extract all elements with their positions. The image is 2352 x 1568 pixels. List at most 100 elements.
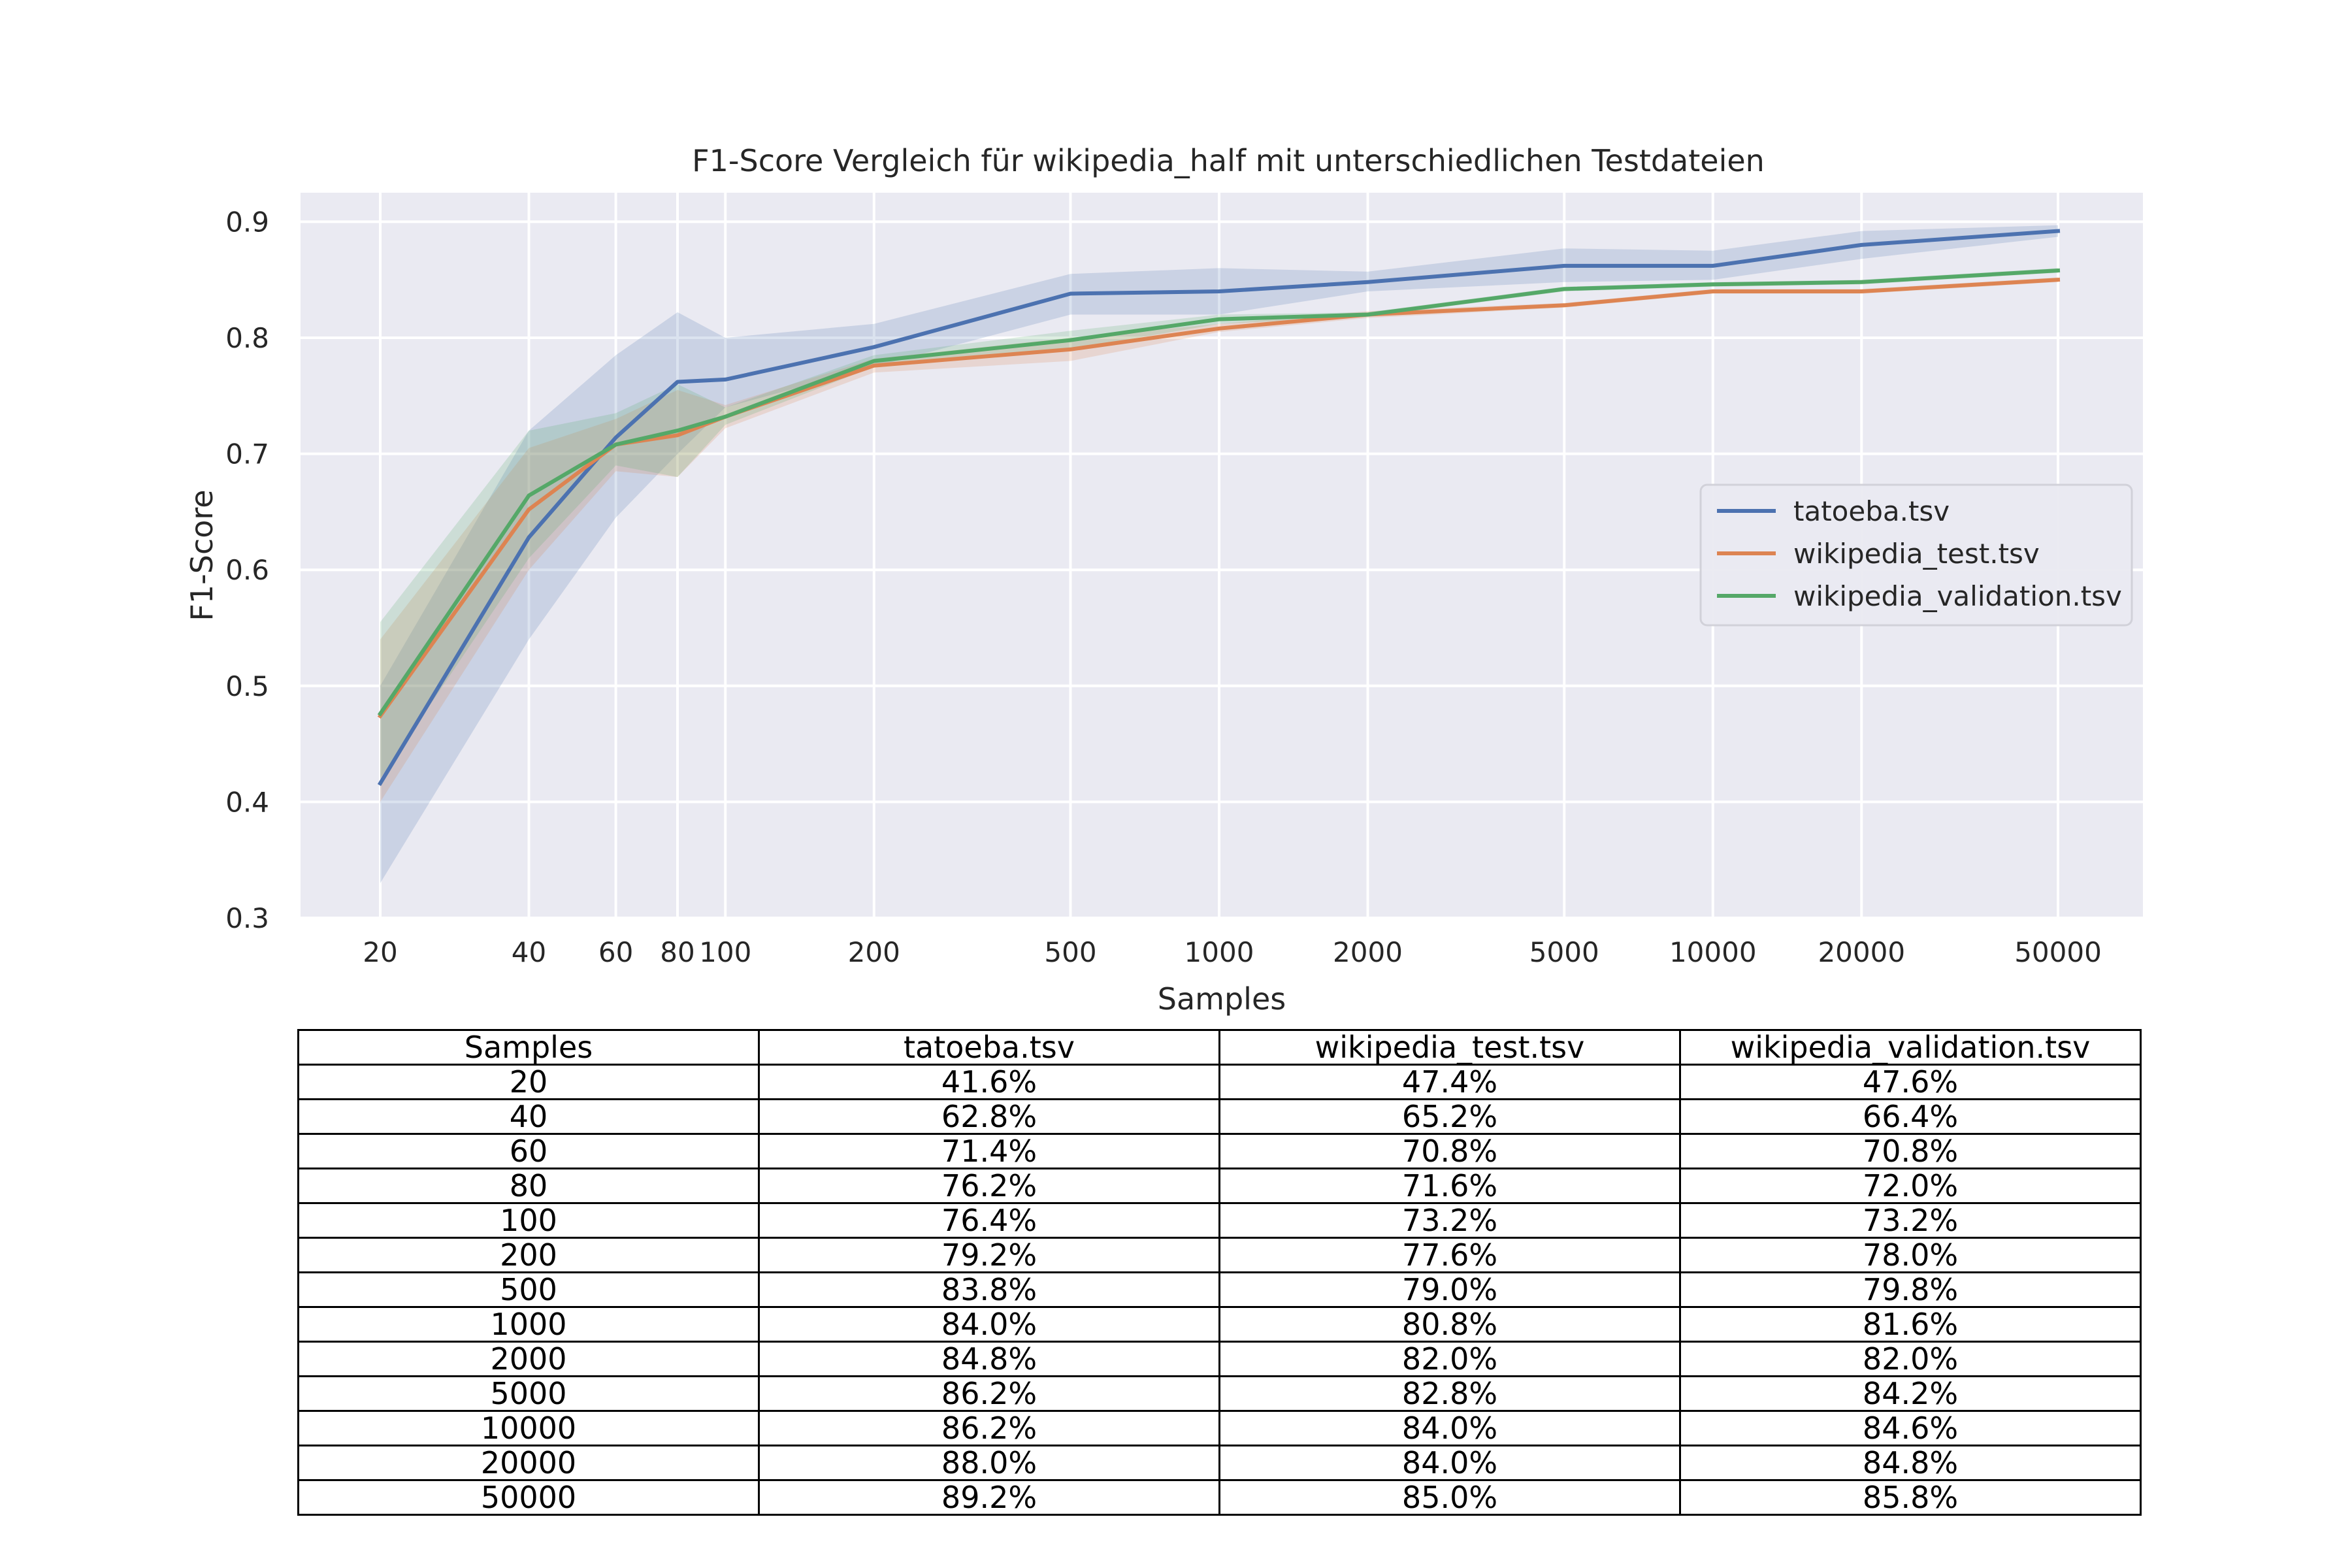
table-cell: 85.0% xyxy=(1218,1479,1681,1516)
legend-box xyxy=(1699,483,2133,627)
legend-label: wikipedia_validation.tsv xyxy=(1793,580,2122,612)
x-axis-label: Samples xyxy=(1158,981,1286,1017)
table-cell: 73.2% xyxy=(1679,1202,2142,1239)
table-cell: 2000 xyxy=(297,1341,760,1377)
table-body: 20 41.6% 47.4% 47.6% 40 62.8% 65.2% 66.4% 60 71.4… xyxy=(297,1064,2142,1516)
table-cell: 40 xyxy=(297,1098,760,1135)
confidence-band xyxy=(380,268,2058,779)
y-tick-label: 0.3 xyxy=(225,902,269,934)
table-cell: 500 xyxy=(297,1271,760,1308)
table-header-row: Samples tatoeba.tsv wikipedia_test.tsv w… xyxy=(297,1029,2142,1066)
table-cell: 41.6% xyxy=(758,1064,1220,1100)
y-tick-labels: 0.3 0.4 0.5 0.6 0.7 0.8 0.9 xyxy=(225,206,269,934)
table-cell: 50000 xyxy=(297,1479,760,1516)
table-row: 60 71.4% 70.8% 70.8% xyxy=(297,1133,2142,1169)
table-row: 10000 86.2% 84.0% 84.6% xyxy=(297,1410,2142,1446)
table-row: 20000 88.0% 84.0% 84.8% xyxy=(297,1445,2142,1481)
x-tick-label: 2000 xyxy=(1333,936,1403,968)
table-cell: 82.8% xyxy=(1218,1375,1681,1412)
x-tick-label: 100 xyxy=(699,936,751,968)
table-row: 500 83.8% 79.0% 79.8% xyxy=(297,1271,2142,1308)
x-tick-label: 1000 xyxy=(1184,936,1254,968)
table-row: 40 62.8% 65.2% 66.4% xyxy=(297,1098,2142,1135)
legend-label: wikipedia_test.tsv xyxy=(1793,538,2040,570)
table-cell: 71.6% xyxy=(1218,1168,1681,1204)
table-cell: 60 xyxy=(297,1133,760,1169)
x-tick-label: 5000 xyxy=(1529,936,1599,968)
table-cell: 88.0% xyxy=(758,1445,1220,1481)
table-cell: 10000 xyxy=(297,1410,760,1446)
table-cell: 1000 xyxy=(297,1306,760,1343)
table-cell: 20000 xyxy=(297,1445,760,1481)
table-cell: 84.0% xyxy=(1218,1445,1681,1481)
legend-label: tatoeba.tsv xyxy=(1793,495,1950,527)
confidence-bands xyxy=(380,225,2058,883)
table-cell: 78.0% xyxy=(1679,1237,2142,1273)
y-tick-label: 0.5 xyxy=(225,670,269,702)
table-cell: 47.6% xyxy=(1679,1064,2142,1100)
table-cell: 73.2% xyxy=(1218,1202,1681,1239)
table-row: 80 76.2% 71.6% 72.0% xyxy=(297,1168,2142,1204)
x-tick-label: 500 xyxy=(1044,936,1096,968)
y-tick-label: 0.4 xyxy=(225,786,269,818)
table-cell: 20 xyxy=(297,1064,760,1100)
x-tick-label: 40 xyxy=(512,936,546,968)
table-cell: 81.6% xyxy=(1679,1306,2142,1343)
table-cell: 100 xyxy=(297,1202,760,1239)
table-cell: 80 xyxy=(297,1168,760,1204)
table-cell: 76.4% xyxy=(758,1202,1220,1239)
table-cell: 79.0% xyxy=(1218,1271,1681,1308)
x-tick-label: 10000 xyxy=(1669,936,1757,968)
table-row: 200 79.2% 77.6% 78.0% xyxy=(297,1237,2142,1273)
table-cell: 84.6% xyxy=(1679,1410,2142,1446)
table-cell: 66.4% xyxy=(1679,1098,2142,1135)
table-header-cell: tatoeba.tsv xyxy=(758,1029,1220,1066)
x-tick-label: 20 xyxy=(363,936,397,968)
x-tick-label: 20000 xyxy=(1818,936,1905,968)
table-cell: 71.4% xyxy=(758,1133,1220,1169)
table-row: 1000 84.0% 80.8% 81.6% xyxy=(297,1306,2142,1343)
y-tick-label: 0.6 xyxy=(225,554,269,586)
table-cell: 5000 xyxy=(297,1375,760,1412)
series-lines xyxy=(377,229,2061,787)
table-cell: 84.8% xyxy=(1679,1445,2142,1481)
series-line xyxy=(377,268,2061,717)
table-cell: 76.2% xyxy=(758,1168,1220,1204)
table-cell: 62.8% xyxy=(758,1098,1220,1135)
table-cell: 86.2% xyxy=(758,1375,1220,1412)
table-cell: 86.2% xyxy=(758,1410,1220,1446)
table-cell: 79.8% xyxy=(1679,1271,2142,1308)
x-tick-label: 60 xyxy=(598,936,633,968)
table-header-cell: wikipedia_test.tsv xyxy=(1218,1029,1681,1066)
table-cell: 84.2% xyxy=(1679,1375,2142,1412)
table-row: 20 41.6% 47.4% 47.6% xyxy=(297,1064,2142,1100)
table-cell: 70.8% xyxy=(1218,1133,1681,1169)
table-cell: 82.0% xyxy=(1679,1341,2142,1377)
y-tick-label: 0.9 xyxy=(225,206,269,238)
table-header-cell: wikipedia_validation.tsv xyxy=(1679,1029,2142,1066)
x-tick-label: 80 xyxy=(660,936,694,968)
table-cell: 200 xyxy=(297,1237,760,1273)
table-cell: 79.2% xyxy=(758,1237,1220,1273)
y-tick-label: 0.8 xyxy=(225,322,269,354)
table-row: 5000 86.2% 82.8% 84.2% xyxy=(297,1375,2142,1412)
chart-title: F1-Score Vergleich für wikipedia_half mi… xyxy=(692,143,1765,178)
table-cell: 83.8% xyxy=(758,1271,1220,1308)
table-cell: 85.8% xyxy=(1679,1479,2142,1516)
table-cell: 47.4% xyxy=(1218,1064,1681,1100)
table-cell: 65.2% xyxy=(1218,1098,1681,1135)
x-tick-labels: 20 40 60 80 100 200 500 1000 2000 5000 10000 20000 5… xyxy=(363,936,2102,968)
table-cell: 84.0% xyxy=(1218,1410,1681,1446)
series-line xyxy=(377,229,2061,787)
y-tick-label: 0.7 xyxy=(225,438,269,470)
table-cell: 89.2% xyxy=(758,1479,1220,1516)
table-cell: 84.8% xyxy=(758,1341,1220,1377)
x-tick-label: 200 xyxy=(848,936,900,968)
table-cell: 72.0% xyxy=(1679,1168,2142,1204)
table-cell: 80.8% xyxy=(1218,1306,1681,1343)
table-cell: 77.6% xyxy=(1218,1237,1681,1273)
table-cell: 84.0% xyxy=(758,1306,1220,1343)
table-header-cell: Samples xyxy=(297,1029,760,1066)
table-row: 100 76.4% 73.2% 73.2% xyxy=(297,1202,2142,1239)
